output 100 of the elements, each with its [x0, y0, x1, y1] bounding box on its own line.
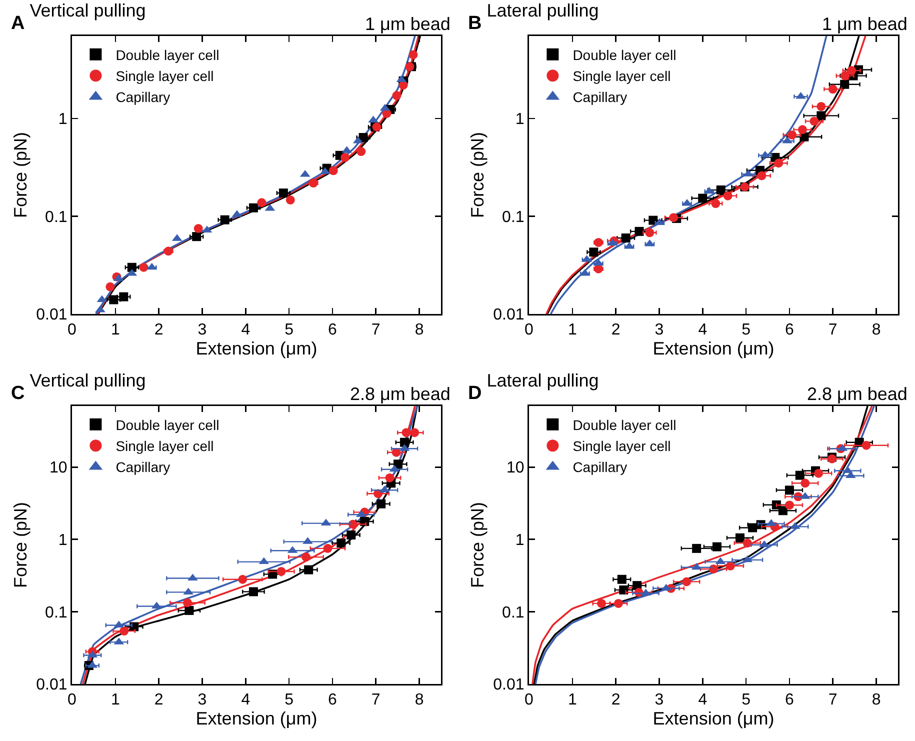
- x-tick-label: 5: [742, 322, 751, 339]
- point: [392, 91, 402, 100]
- y-axis-title: Force (pN): [10, 132, 31, 218]
- legend-label: Single layer cell: [116, 68, 214, 84]
- y-tick-label: 1: [515, 111, 524, 128]
- y-axis-title: Force (pN): [468, 502, 488, 588]
- point: [323, 544, 332, 553]
- x-tick-label: 6: [328, 322, 338, 339]
- y-tick-label: 1: [515, 532, 524, 549]
- chart-subtitle: 1 μm bead: [365, 14, 450, 34]
- point: [669, 213, 678, 222]
- x-tick-label: 6: [785, 692, 794, 709]
- point: [698, 194, 708, 203]
- point: [735, 533, 744, 542]
- point: [597, 598, 606, 608]
- x-tick-label: 3: [654, 322, 664, 339]
- legend-label: Single layer cell: [572, 68, 671, 84]
- point: [248, 203, 258, 212]
- chart-title: Lateral pulling: [486, 370, 599, 391]
- x-tick-label: 3: [198, 322, 207, 339]
- point: [120, 626, 129, 636]
- y-tick-label: 1: [58, 532, 68, 549]
- point: [328, 166, 338, 176]
- legend-label: Single layer cell: [116, 438, 214, 454]
- point: [757, 171, 766, 180]
- x-tick-label: 1: [568, 692, 577, 709]
- x-tick-label: 0: [524, 322, 534, 339]
- point: [278, 188, 288, 198]
- x-tick-label: 8: [414, 322, 424, 339]
- point: [828, 84, 838, 94]
- point: [220, 215, 230, 224]
- text: C: [11, 383, 25, 404]
- point: [408, 50, 418, 60]
- x-tick-label: 5: [284, 692, 294, 709]
- legend-label: Single layer cell: [572, 438, 671, 454]
- x-tick-label: 0: [68, 322, 77, 339]
- y-tick-label: 1: [58, 111, 68, 128]
- x-tick-label: 0: [68, 692, 77, 709]
- y-tick-label: 0.01: [36, 676, 68, 694]
- point: [711, 199, 720, 208]
- y-tick-label: 0.1: [45, 208, 68, 226]
- y-tick-label: 0.01: [493, 306, 524, 324]
- x-tick-label: 2: [154, 692, 164, 709]
- x-tick-label: 7: [828, 692, 838, 709]
- point: [119, 292, 128, 302]
- point: [400, 438, 410, 447]
- point: [816, 111, 826, 120]
- legend-label: Double layer cell: [116, 46, 220, 63]
- point: [139, 262, 148, 272]
- legend-label: Double layer cell: [116, 416, 220, 433]
- legend-label: Double layer cell: [572, 46, 676, 63]
- point: [276, 566, 286, 576]
- point: [106, 282, 115, 292]
- point: [816, 102, 826, 111]
- point: [759, 540, 770, 548]
- x-tick-label: 4: [698, 692, 708, 709]
- point: [376, 499, 386, 508]
- point: [194, 224, 203, 233]
- x-tick-label: 1: [110, 322, 120, 339]
- point: [723, 191, 732, 200]
- text: B: [468, 13, 482, 34]
- x-tick-label: 8: [872, 692, 881, 709]
- point: [356, 147, 366, 156]
- point: [840, 80, 850, 89]
- point: [184, 606, 194, 615]
- x-tick-label: 3: [654, 692, 664, 709]
- y-tick-label: 0.01: [36, 306, 68, 324]
- point: [862, 440, 871, 450]
- x-tick-label: 4: [241, 692, 250, 709]
- chart-subtitle: 2.8 μm bead: [807, 384, 908, 404]
- point: [182, 598, 192, 608]
- y-tick-label: 0.1: [502, 604, 524, 622]
- chart-title: Lateral pulling: [486, 0, 599, 21]
- legend-label: Double layer cell: [572, 416, 676, 433]
- point: [614, 598, 623, 608]
- point: [788, 130, 797, 140]
- point: [814, 468, 824, 478]
- point: [248, 587, 258, 596]
- point: [742, 538, 752, 548]
- point: [795, 470, 804, 480]
- text: D: [468, 383, 482, 404]
- x-tick-label: 8: [414, 692, 424, 709]
- point: [784, 500, 794, 510]
- point: [192, 232, 202, 242]
- y-tick-label: 10: [506, 460, 524, 477]
- x-axis-title: Extension (μm): [652, 338, 774, 359]
- point: [645, 228, 654, 238]
- point: [385, 473, 394, 482]
- point: [109, 295, 118, 304]
- x-tick-label: 7: [371, 322, 380, 339]
- x-tick-label: 1: [110, 692, 120, 709]
- point: [682, 577, 692, 586]
- point: [840, 71, 850, 80]
- x-tick-label: 2: [611, 692, 620, 709]
- point: [304, 565, 314, 574]
- x-tick-label: 7: [371, 692, 380, 709]
- x-tick-label: 6: [785, 322, 794, 339]
- legend-label: Capillary: [572, 89, 628, 106]
- point: [716, 185, 726, 194]
- point: [410, 428, 420, 438]
